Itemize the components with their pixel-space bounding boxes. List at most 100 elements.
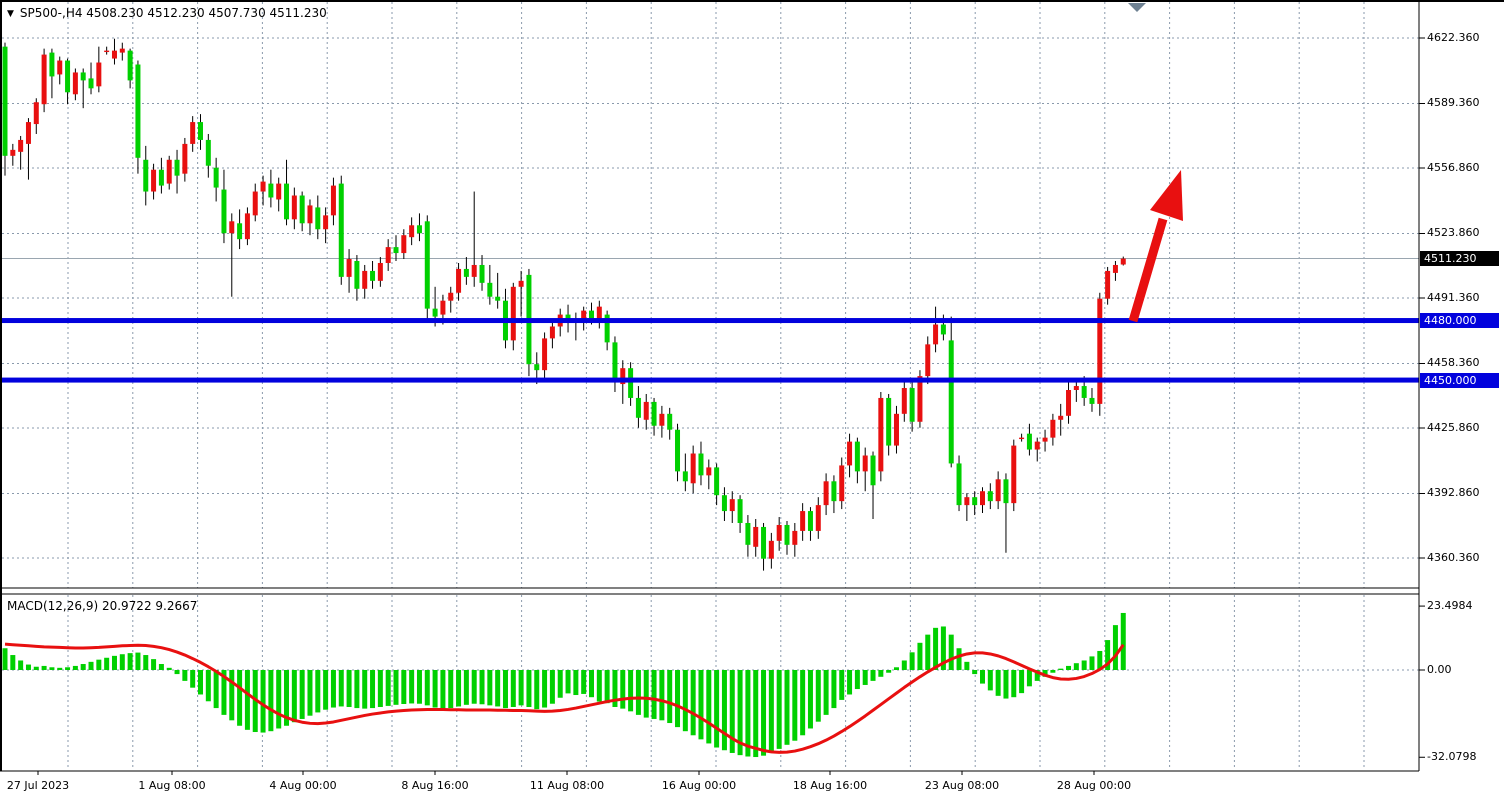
candle — [479, 255, 485, 291]
candle — [596, 300, 602, 329]
candle — [1112, 261, 1118, 281]
candle — [104, 46, 110, 55]
level-price-tag: 4450.000 — [1420, 372, 1499, 388]
price-axis-label: 4491.360 — [1427, 290, 1480, 304]
candle — [1034, 437, 1040, 462]
candle — [1089, 388, 1095, 412]
candle — [424, 215, 430, 319]
candle — [714, 463, 720, 506]
candle — [260, 175, 266, 206]
candle — [901, 380, 907, 422]
macd-indicator-label: MACD(12,26,9) 20.9722 9.2667 — [7, 599, 198, 613]
candle — [362, 264, 368, 299]
candle — [542, 332, 548, 379]
candle — [807, 507, 813, 541]
time-axis-label: 28 Aug 00:00 — [1056, 779, 1132, 792]
candle — [510, 282, 516, 351]
candle — [1066, 380, 1072, 424]
candle — [839, 457, 845, 510]
candle — [49, 48, 55, 99]
candle — [1097, 292, 1103, 416]
price-axis-label: 4589.360 — [1427, 96, 1480, 110]
candle — [111, 38, 117, 65]
level-price-tag: 4480.000 — [1420, 313, 1499, 329]
candle — [972, 491, 978, 516]
trend-arrow[interactable] — [1128, 170, 1183, 323]
candle — [706, 459, 712, 490]
candle — [698, 441, 704, 486]
candle — [745, 515, 751, 557]
candle — [518, 270, 524, 317]
candle — [690, 445, 696, 494]
candle — [1120, 256, 1126, 266]
candle — [980, 487, 985, 514]
chart-shift-marker[interactable] — [1128, 3, 1146, 12]
candle — [370, 261, 376, 289]
candle — [151, 163, 157, 200]
macd-histogram — [2, 612, 1126, 758]
candle — [182, 137, 188, 182]
candle — [65, 58, 71, 105]
candle — [784, 520, 790, 555]
price-axis-label: 4392.860 — [1427, 486, 1480, 500]
time-axis-label: 27 Jul 2023 — [6, 779, 70, 792]
candle — [158, 157, 164, 194]
candle — [291, 187, 297, 230]
candle — [604, 310, 610, 351]
candle — [41, 48, 47, 113]
candle — [1003, 473, 1009, 553]
candle — [385, 239, 391, 271]
candle — [956, 455, 962, 512]
candle — [72, 68, 78, 101]
candle — [315, 195, 321, 240]
time-axis-label: 23 Aug 08:00 — [924, 779, 1000, 792]
chart-title-text: SP500-,H4 4508.230 4512.230 4507.730 451… — [19, 6, 327, 20]
candle — [815, 497, 821, 539]
support-resistance-line[interactable] — [2, 318, 1419, 324]
candle — [948, 316, 954, 468]
macd-axis-label: -32.0798 — [1427, 750, 1477, 764]
candle — [1050, 413, 1056, 446]
candle — [612, 336, 618, 392]
candle — [753, 519, 759, 557]
candle — [330, 177, 336, 226]
candle — [323, 207, 329, 244]
candle — [987, 483, 993, 510]
candle — [205, 133, 211, 178]
candle — [659, 405, 665, 438]
time-axis-label: 1 Aug 08:00 — [138, 779, 206, 792]
candle — [284, 159, 290, 226]
support-resistance-line[interactable] — [2, 377, 1419, 383]
candle — [401, 229, 407, 260]
candles-layer — [2, 38, 1126, 571]
candle — [2, 42, 8, 176]
candle — [456, 262, 462, 301]
price-axis-label: 4622.360 — [1427, 31, 1480, 44]
candle — [792, 522, 798, 557]
candle — [252, 183, 258, 222]
candle — [174, 149, 180, 194]
candle — [463, 257, 469, 285]
candle — [495, 272, 501, 309]
time-axis-label: 11 Aug 08:00 — [529, 779, 605, 792]
price-axis-label: 4458.360 — [1427, 356, 1480, 370]
candle — [635, 386, 641, 428]
current-price-tag: 4511.230 — [1420, 251, 1499, 267]
candle — [925, 336, 931, 385]
candle — [377, 257, 383, 287]
chevron-down-icon[interactable]: ▼ — [7, 9, 14, 19]
candle — [237, 209, 243, 250]
macd-signal-line — [4, 642, 1125, 754]
time-axis-label: 18 Aug 16:00 — [792, 779, 868, 792]
candle — [823, 473, 829, 516]
price-axis-label: 4523.860 — [1427, 226, 1480, 240]
candle — [135, 60, 141, 174]
panel-borders — [0, 0, 1504, 775]
candle — [628, 362, 634, 406]
candle — [675, 423, 681, 482]
candle — [198, 114, 203, 150]
candle — [847, 433, 853, 478]
candle — [995, 471, 1001, 510]
candle — [1058, 403, 1064, 436]
